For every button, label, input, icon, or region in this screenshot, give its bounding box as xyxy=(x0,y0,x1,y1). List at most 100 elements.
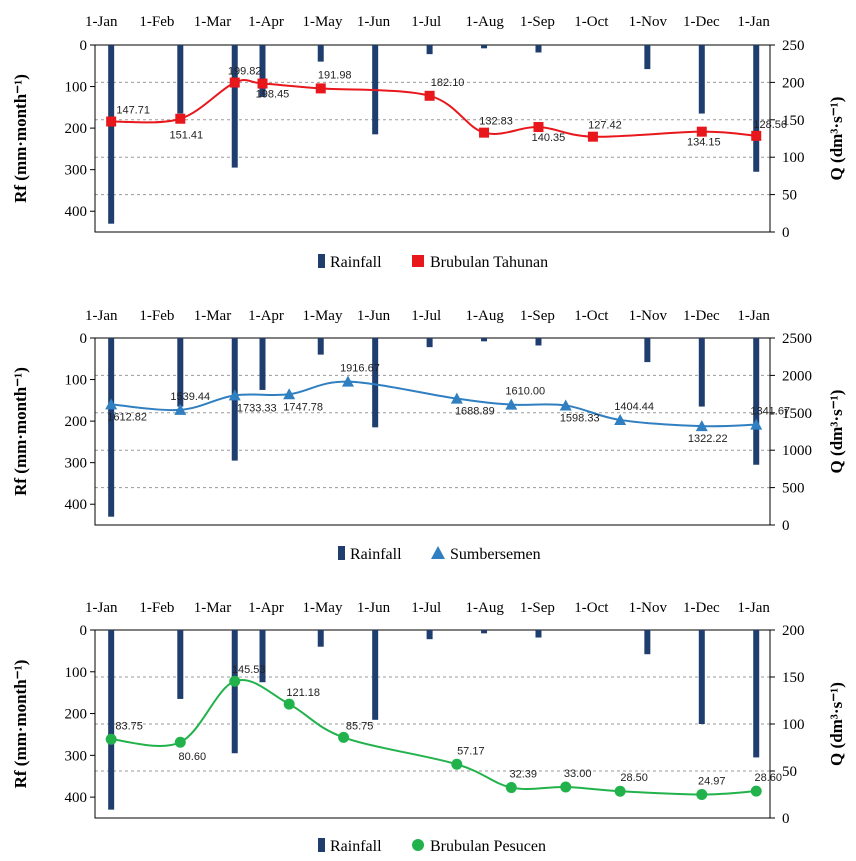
rainfall-bar xyxy=(481,338,488,342)
x-tick-label: 1-Jun xyxy=(357,308,391,324)
chart-panel-1: 1-Jan 1-Feb 1-Mar 1-Apr 1-May 1-Jun 1-Jul 1-Aug… xyxy=(11,14,846,271)
x-tick-label: 1-Dec xyxy=(683,600,720,616)
rainfall-bar xyxy=(108,338,115,517)
plot-area xyxy=(95,45,770,232)
data-label: 83.75 xyxy=(115,720,143,732)
right-tick-label: 100 xyxy=(782,150,805,166)
discharge-marker xyxy=(451,758,463,770)
left-tick-label: 0 xyxy=(80,331,88,347)
left-tick-label: 200 xyxy=(65,707,88,723)
x-tick-label: 1-Aug xyxy=(466,600,505,616)
rainfall-bar xyxy=(753,45,760,172)
right-tick-label: 500 xyxy=(782,481,805,497)
data-label: 1404.44 xyxy=(614,401,654,413)
legend-rainfall-label: Rainfall xyxy=(330,838,382,855)
legend-series-swatch xyxy=(412,255,424,267)
discharge-marker xyxy=(696,789,708,801)
discharge-marker xyxy=(750,418,763,430)
chart-panel-2: 1-Jan 1-Feb 1-Mar 1-Apr 1-May 1-Jun 1-Jul 1-Aug… xyxy=(11,308,846,563)
data-label: 57.17 xyxy=(457,745,485,757)
x-tick-label: 1-Jul xyxy=(411,600,441,616)
discharge-marker xyxy=(174,736,186,748)
discharge-marker xyxy=(505,782,517,794)
rainfall-bar xyxy=(259,338,266,390)
discharge-marker xyxy=(505,398,518,410)
x-tick-label: 1-Jul xyxy=(411,14,441,30)
data-label: 24.97 xyxy=(698,776,726,788)
legend-series-swatch xyxy=(412,839,424,851)
y-axis-right-title: Q (dm³·s⁻¹) xyxy=(827,390,846,474)
y-axis-left-title: Rf (mm·month⁻¹) xyxy=(11,367,30,496)
rainfall-bar xyxy=(698,338,705,407)
discharge-marker xyxy=(614,785,626,797)
data-label: 1733.33 xyxy=(237,402,277,414)
right-tick-label: 0 xyxy=(782,225,790,241)
rainfall-bar xyxy=(231,45,238,168)
discharge-marker xyxy=(560,781,572,793)
legend-series-label: Brubulan Pesucen xyxy=(430,838,546,855)
right-tick-label: 2500 xyxy=(782,331,812,347)
data-label: 1916.67 xyxy=(340,363,380,375)
left-tick-label: 200 xyxy=(65,121,88,137)
chart-panel-3: 1-Jan 1-Feb 1-Mar 1-Apr 1-May 1-Jun 1-Jul 1-Aug… xyxy=(11,600,846,855)
data-label: 134.15 xyxy=(687,137,721,149)
discharge-marker xyxy=(750,785,762,797)
data-label: 1612.82 xyxy=(107,411,147,423)
data-label: 32.39 xyxy=(510,769,538,781)
rainfall-bar xyxy=(259,630,266,683)
right-tick-label: 0 xyxy=(782,811,790,827)
rainfall-bar xyxy=(481,45,488,49)
left-tick-label: 100 xyxy=(65,373,88,389)
rainfall-bar xyxy=(177,630,184,699)
x-tick-label: 1-Jan xyxy=(737,14,770,30)
discharge-marker xyxy=(479,127,490,138)
left-tick-label: 100 xyxy=(65,665,88,681)
legend-series-swatch xyxy=(431,546,445,559)
discharge-marker xyxy=(228,389,241,401)
discharge-marker xyxy=(105,733,117,745)
rainfall-bar xyxy=(698,630,705,724)
left-tick-label: 0 xyxy=(80,623,88,639)
discharge-marker xyxy=(614,413,627,425)
rainfall-bar xyxy=(317,45,324,62)
x-tick-label: 1-Nov xyxy=(629,14,668,30)
x-tick-label: 1-Jan xyxy=(85,14,118,30)
data-label: 199.82 xyxy=(228,66,262,78)
discharge-line xyxy=(111,679,757,796)
x-tick-label: 1-Dec xyxy=(683,14,720,30)
left-tick-label: 400 xyxy=(65,204,88,220)
rainfall-bar xyxy=(644,45,651,70)
rainfall-bar xyxy=(698,45,705,114)
y-axis-right-title: Q (dm³·s⁻¹) xyxy=(827,97,846,181)
rainfall-bar xyxy=(372,630,379,720)
x-tick-label: 1-Oct xyxy=(574,600,609,616)
left-tick-label: 400 xyxy=(65,790,88,806)
right-tick-label: 100 xyxy=(782,717,805,733)
right-tick-label: 250 xyxy=(782,38,805,54)
x-tick-label: 1-Oct xyxy=(574,14,609,30)
left-tick-label: 300 xyxy=(65,163,88,179)
data-label: 33.00 xyxy=(564,768,592,780)
rainfall-bar xyxy=(644,630,651,655)
rainfall-bar xyxy=(177,338,184,407)
x-tick-label: 1-Feb xyxy=(139,600,174,616)
data-label: 1747.78 xyxy=(283,401,323,413)
rainfall-bar xyxy=(644,338,651,363)
discharge-marker xyxy=(283,388,296,400)
rainfall-bar xyxy=(317,338,324,355)
data-label: 1341.67 xyxy=(750,406,790,418)
x-tick-label: 1-Apr xyxy=(248,14,284,30)
x-tick-label: 1-Sep xyxy=(520,600,555,616)
rainfall-bar xyxy=(481,630,488,634)
rainfall-bar xyxy=(535,630,542,638)
rainfall-bar xyxy=(177,45,184,114)
rainfall-bar xyxy=(108,45,115,224)
discharge-marker xyxy=(695,420,708,432)
rainfall-bar xyxy=(259,45,266,97)
discharge-marker xyxy=(257,78,268,89)
data-label: 140.35 xyxy=(532,132,566,144)
x-tick-label: 1-May xyxy=(302,600,342,616)
rainfall-bar xyxy=(317,630,324,647)
data-label: 182.10 xyxy=(431,77,465,89)
